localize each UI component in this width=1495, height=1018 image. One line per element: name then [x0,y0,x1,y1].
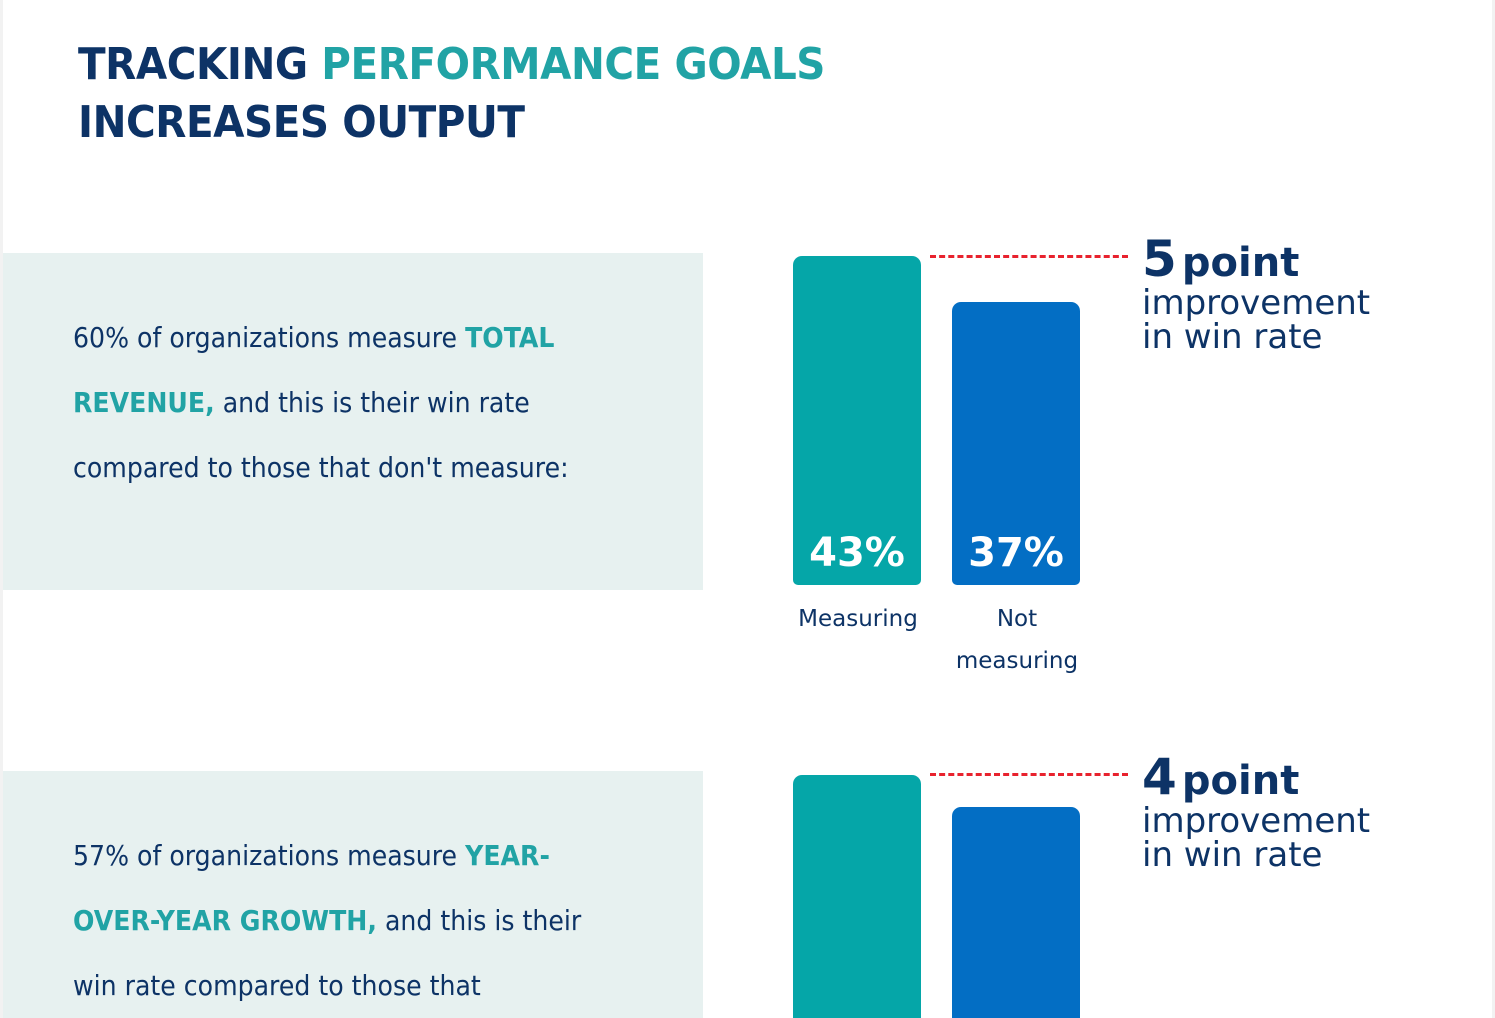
section-1-text-panel: 60% of organizations measure TOTAL REVEN… [3,253,703,590]
section-2-improvement: 4 point improvement in win rate [1142,752,1370,872]
section-2-text-panel: 57% of organizations measure YEAR-OVER-Y… [3,771,703,1018]
section-1-text-post: and this is their win rate compared to t… [73,386,569,484]
bar-measuring: 43% [793,256,921,585]
improvement-line-2: in win rate [1142,835,1323,875]
improvement-number: 4 [1142,748,1177,806]
bar-not-measuring: 37% [952,302,1080,585]
section-2-description: 57% of organizations measure YEAR-OVER-Y… [73,823,613,1018]
difference-dashed-line [930,255,1128,258]
improvement-number: 5 [1142,230,1177,288]
difference-dashed-line [930,773,1128,776]
improvement-line-2: in win rate [1142,317,1323,357]
section-1-improvement: 5 point improvement in win rate [1142,234,1370,354]
page-title: TRACKING PERFORMANCE GOALS INCREASES OUT… [78,36,825,152]
title-part-1: TRACKING [78,39,322,90]
bar-value-label: 37% [968,530,1064,576]
improvement-line-1: improvement [1142,801,1371,841]
category-label-not-measuring: Not measuring [955,606,1079,674]
section-1-text-pre: 60% of organizations measure [73,321,466,354]
section-1-highlight: TOTAL REVENUE, [73,321,555,419]
bar-value-label: 43% [809,530,905,576]
section-2-text-pre: 57% of organizations measure [73,839,466,872]
infographic-page: TRACKING PERFORMANCE GOALS INCREASES OUT… [3,0,1492,1018]
improvement-unit: point [1181,240,1300,286]
improvement-unit: point [1181,758,1300,804]
section-2-text-post: and this is their win rate compared to t… [73,904,582,1002]
bar-not-measuring [952,807,1080,1018]
improvement-line-1: improvement [1142,283,1371,323]
section-1-description: 60% of organizations measure TOTAL REVEN… [73,305,613,500]
bar-measuring [793,775,921,1018]
category-label-measuring: Measuring [798,606,918,632]
section-2-highlight: YEAR-OVER-YEAR GROWTH, [73,839,550,937]
title-part-3: INCREASES OUTPUT [78,97,525,148]
title-accent: PERFORMANCE GOALS [321,39,825,90]
